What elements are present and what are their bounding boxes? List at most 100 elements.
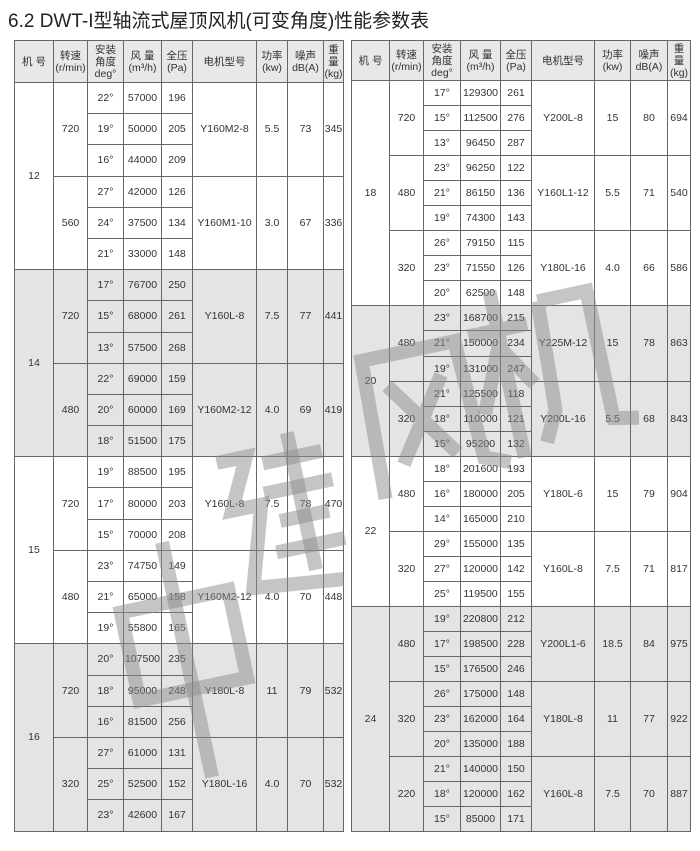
speed-cell: 720 [53,456,88,551]
model-cell: 14 [14,269,54,458]
airflow-cell: 110000 [460,405,501,432]
motor-cell: Y180L-16 [531,230,595,307]
angle-cell: 24° [87,206,124,239]
airflow-cell: 71550 [460,255,501,282]
angle-cell: 23° [423,255,461,282]
motor-cell: Y160M1-10 [192,175,257,271]
airflow-cell: 135000 [460,731,501,758]
weight-cell: 843 [667,380,691,457]
weight-cell: 441 [323,269,344,364]
angle-cell: 19° [87,612,124,645]
weight-cell: 817 [667,530,691,607]
pressure-cell: 150 [500,756,532,783]
angle-cell: 17° [423,631,461,658]
power-cell: 15 [594,305,631,382]
power-cell: 4.0 [256,736,288,832]
pressure-cell: 234 [500,330,532,357]
table-row: 220 21° 140000 150 Y160L-8 7.5 70 887 [352,756,691,833]
angle-cell: 15° [423,105,461,132]
model-cell: 12 [14,81,54,271]
motor-cell: Y180L-8 [192,643,257,738]
speed-cell: 720 [389,79,424,157]
model-cell: 24 [351,605,390,833]
header-noise: 噪声 dB(A) [287,40,324,83]
header-motor: 电机型号 [192,40,257,83]
motor-cell: Y180L-8 [531,681,595,758]
weight-cell: 887 [667,756,691,833]
speed-cell: 480 [389,305,424,382]
angle-cell: 29° [423,530,461,557]
header-noise: 噪声 dB(A) [630,40,668,81]
table-row: 27° 120000 142 [352,555,691,582]
motor-cell: Y200L-16 [531,380,595,457]
pressure-cell: 205 [161,113,193,146]
header-row: 机 号转速 (r/min) 安装 角度 deg° 风 量 (m³/h) 全压 (Pa) 电机型号功… [14,40,344,83]
speed-cell: 320 [389,380,424,457]
noise-cell: 79 [287,643,324,738]
airflow-cell: 168700 [460,305,501,332]
header-model: 机 号 [14,40,54,83]
table-row: 320 26° 79150 115 Y180L-16 4.0 66 586 [352,230,691,307]
airflow-cell: 52500 [123,768,162,801]
table-row: 18° 120000 162 [352,781,691,808]
noise-cell: 71 [630,530,668,607]
angle-cell: 15° [87,300,124,333]
angle-cell: 18° [423,405,461,432]
motor-cell: Y160M2-8 [192,82,257,177]
airflow-cell: 74300 [460,205,501,232]
angle-cell: 21° [87,580,124,614]
airflow-cell: 201600 [460,455,501,482]
table-row: 320 27° 61000 131 Y180L-16 4.0 70 532 [15,736,344,832]
table-row: 320 21° 125500 118 Y200L-16 5.5 68 843 [352,380,691,457]
pressure-cell: 248 [161,674,193,707]
table-row: 23° 42600 167 [15,799,344,832]
power-cell: 4.0 [256,362,288,458]
motor-cell: Y160L-8 [531,530,595,607]
airflow-cell: 68000 [123,300,162,333]
header-speed: 转速 (r/min) [389,40,424,81]
angle-cell: 23° [87,799,124,832]
noise-cell: 79 [630,455,668,532]
airflow-cell: 60000 [123,393,162,427]
airflow-cell: 176500 [460,656,501,683]
pressure-cell: 246 [500,656,532,683]
table-row: 480 23° 74750 149 Y160M2-12 4.0 70 448 [15,549,344,645]
pressure-cell: 135 [500,530,532,557]
angle-cell: 21° [423,330,461,357]
angle-cell: 17° [87,269,124,302]
header-angle: 安装 角度 deg° [423,40,461,81]
power-cell: 4.0 [256,549,288,645]
angle-cell: 26° [423,230,461,257]
angle-cell: 20° [423,280,461,307]
speed-cell: 720 [53,643,88,738]
table-row: 24 480 19° 220800 212 Y200L1-6 18.5 84 975 [351,605,691,833]
angle-cell: 16° [423,480,461,507]
speed-cell: 480 [389,605,424,683]
airflow-cell: 55800 [123,612,162,645]
angle-cell: 22° [87,81,124,115]
motor-cell: Y160M2-12 [192,549,257,645]
speed-cell: 480 [389,155,424,232]
speed-cell: 560 [53,175,88,271]
weight-cell: 532 [323,736,344,832]
airflow-cell: 37500 [123,206,162,239]
pressure-cell: 134 [161,206,193,239]
airflow-cell: 140000 [460,756,501,783]
noise-cell: 70 [630,756,668,833]
pressure-cell: 148 [500,280,532,307]
speed-cell: 480 [53,362,88,458]
airflow-cell: 155000 [460,530,501,557]
airflow-cell: 175000 [460,681,501,708]
table-row: 25° 119500 155 [352,580,691,607]
header-row: 机 号转速 (r/min) 安装 角度 deg° 风 量 (m³/h) 全压 (Pa) 电机型号功… [351,40,691,81]
noise-cell: 73 [287,82,324,177]
pressure-cell: 169 [161,393,193,427]
table-row: 18 720 17° 129300 261 Y200L-8 15 80 694 [351,79,691,307]
table-row: 20° 135000 188 [352,731,691,758]
table-row: 22 480 18° 201600 193 Y180L-6 15 79 904 [351,455,691,607]
motor-cell: Y180L-6 [531,455,595,532]
airflow-cell: 95000 [123,674,162,707]
pressure-cell: 122 [500,155,532,182]
motor-cell: Y160L-8 [531,756,595,833]
angle-cell: 20° [423,731,461,758]
